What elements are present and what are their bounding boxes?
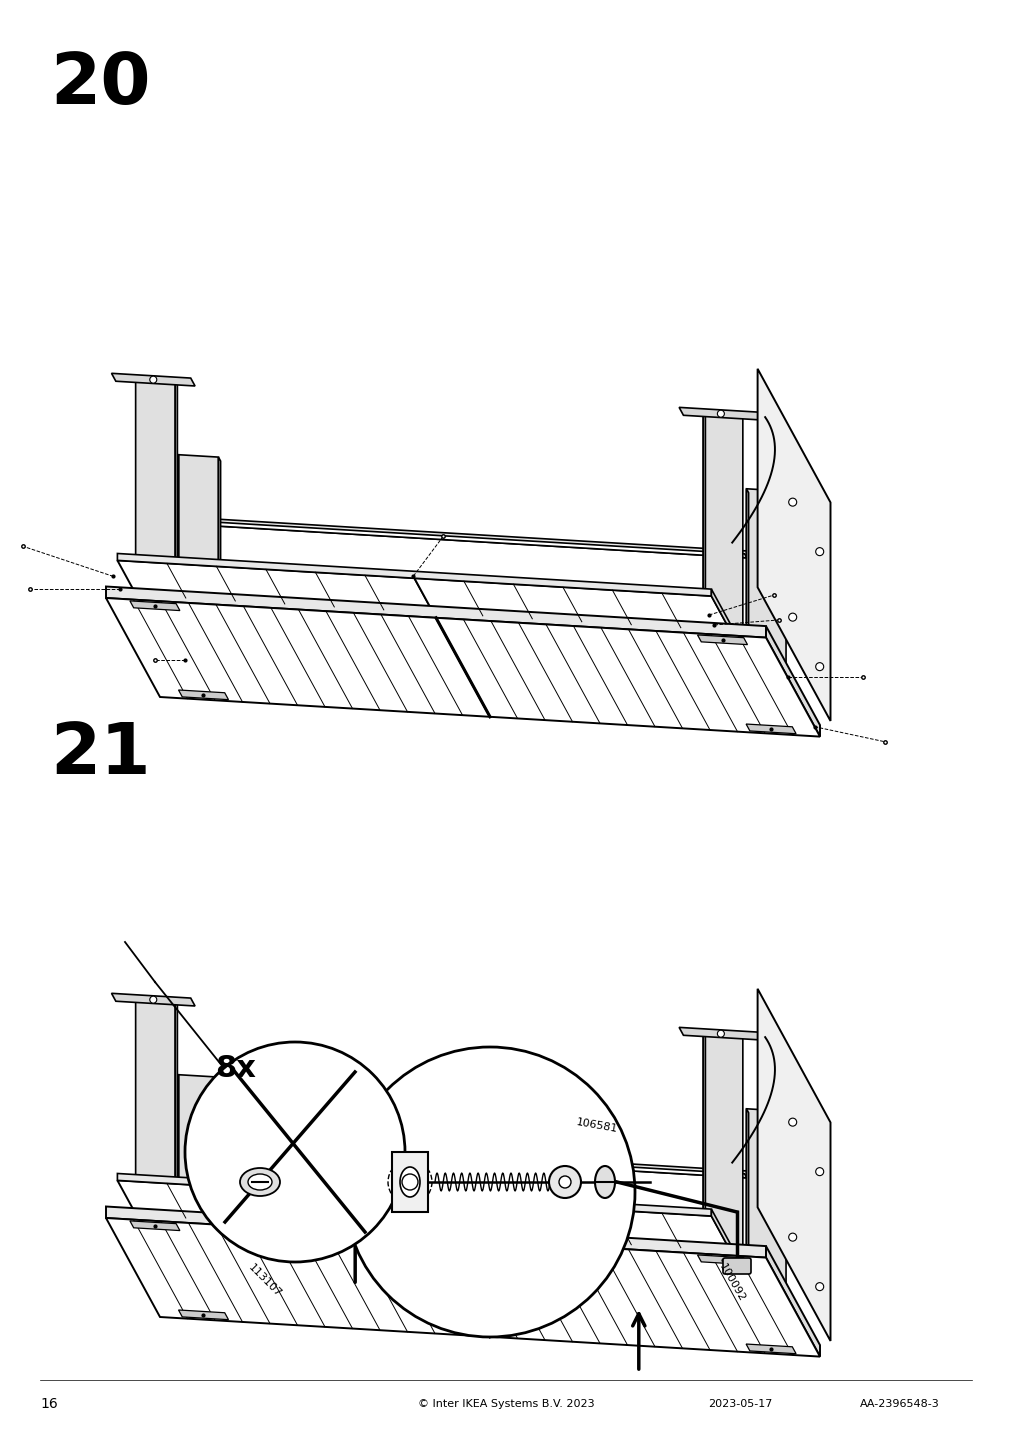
Ellipse shape [594,1166,615,1199]
Circle shape [815,1283,823,1290]
Text: 113107: 113107 [247,1262,283,1299]
Text: 2023-05-17: 2023-05-17 [707,1399,771,1409]
Polygon shape [703,1030,742,1250]
Text: 8x: 8x [214,1054,256,1083]
Circle shape [788,498,796,505]
Circle shape [558,1176,570,1189]
Circle shape [401,1174,418,1190]
Polygon shape [117,554,711,596]
Polygon shape [678,1027,762,1040]
Polygon shape [177,520,746,558]
Polygon shape [697,634,747,644]
Circle shape [788,1118,796,1126]
Polygon shape [711,1209,730,1250]
Circle shape [815,663,823,670]
Polygon shape [179,455,218,676]
Polygon shape [765,626,819,736]
Polygon shape [218,1077,220,1300]
Circle shape [717,410,724,417]
Text: 16: 16 [40,1398,58,1411]
Circle shape [548,1166,580,1199]
Polygon shape [179,517,746,558]
Circle shape [717,1030,724,1037]
Polygon shape [746,1108,748,1332]
Circle shape [150,997,157,1004]
Polygon shape [746,488,748,712]
Polygon shape [179,1137,746,1179]
Circle shape [788,1233,796,1242]
Polygon shape [436,617,819,736]
Polygon shape [177,1140,746,1179]
Circle shape [815,547,823,556]
Circle shape [815,1167,823,1176]
Text: AA-2396548-3: AA-2396548-3 [859,1399,939,1409]
Circle shape [788,613,796,621]
Text: 21: 21 [50,720,151,789]
Polygon shape [111,374,195,387]
Polygon shape [178,690,228,700]
Ellipse shape [399,1167,420,1197]
Polygon shape [117,1173,711,1216]
Polygon shape [178,1310,228,1320]
Polygon shape [745,725,796,733]
Text: © Inter IKEA Systems B.V. 2023: © Inter IKEA Systems B.V. 2023 [418,1399,593,1409]
Polygon shape [179,1075,218,1296]
Polygon shape [117,560,433,613]
Ellipse shape [240,1169,280,1196]
Polygon shape [129,1221,180,1230]
Polygon shape [703,410,742,630]
Polygon shape [135,995,175,1216]
Text: 100092: 100092 [716,1263,746,1305]
Polygon shape [106,1207,765,1257]
Polygon shape [703,1030,705,1252]
Circle shape [345,1047,634,1337]
Polygon shape [117,1180,433,1233]
Text: 106581: 106581 [574,1117,618,1134]
Text: 20: 20 [50,50,151,119]
Polygon shape [111,994,195,1007]
Polygon shape [106,587,765,637]
FancyBboxPatch shape [722,1257,750,1274]
Polygon shape [413,1199,730,1250]
Polygon shape [175,998,177,1220]
Polygon shape [745,1345,796,1353]
Polygon shape [697,1254,747,1264]
Polygon shape [746,1108,786,1330]
Polygon shape [436,1237,819,1356]
Ellipse shape [248,1174,272,1190]
Polygon shape [129,601,180,610]
Polygon shape [106,1219,489,1337]
Polygon shape [703,410,705,632]
Polygon shape [711,589,730,630]
Polygon shape [757,369,830,720]
Polygon shape [765,1246,819,1356]
Polygon shape [391,1151,428,1211]
Polygon shape [106,599,489,717]
Polygon shape [218,457,220,680]
Circle shape [185,1042,404,1262]
Polygon shape [175,378,177,600]
Circle shape [150,377,157,384]
Polygon shape [746,488,786,710]
Polygon shape [135,375,175,596]
Polygon shape [757,988,830,1340]
Polygon shape [413,579,730,630]
Polygon shape [678,407,762,420]
